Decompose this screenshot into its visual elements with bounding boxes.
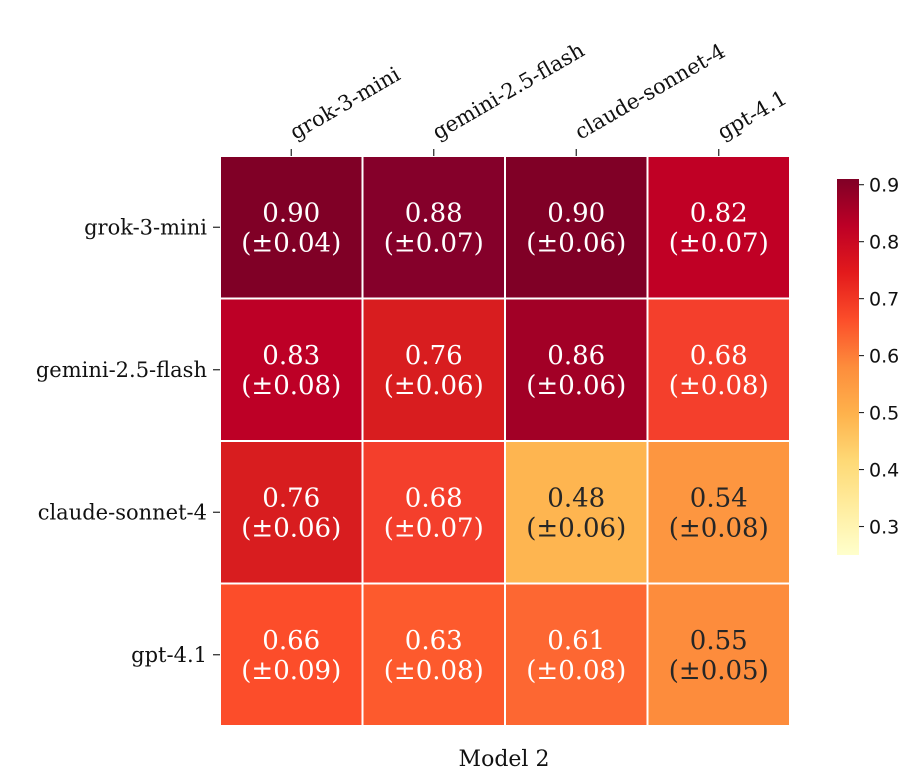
cell-error-label: (±0.07) bbox=[384, 228, 484, 258]
cell-error-label: (±0.08) bbox=[526, 656, 626, 686]
cell-value-label: 0.68 bbox=[690, 341, 748, 371]
y-axis: grok-3-mini gemini-2.5-flash claude-sonnet… bbox=[36, 215, 220, 667]
heatmap-cell bbox=[646, 297, 791, 442]
heatmap-cell bbox=[361, 155, 506, 300]
y-tick-label: claude-sonnet-4 bbox=[38, 500, 207, 524]
cell-error-label: (±0.06) bbox=[384, 371, 484, 401]
x-tick-label: gpt-4.1 bbox=[713, 86, 791, 145]
cell-value-label: 0.90 bbox=[262, 198, 320, 228]
heatmap-cell bbox=[361, 440, 506, 585]
heatmap-cell bbox=[219, 155, 364, 300]
heatmap-cell bbox=[646, 582, 791, 727]
cell-error-label: (±0.08) bbox=[669, 371, 769, 401]
colorbar-tick-label: 0.5 bbox=[869, 403, 899, 425]
cell-error-label: (±0.07) bbox=[669, 228, 769, 258]
cell-error-label: (±0.09) bbox=[241, 656, 341, 686]
colorbar-ticks: 0.3 0.4 0.5 0.6 0.7 0.8 0.9 bbox=[859, 175, 899, 539]
heatmap-cell bbox=[646, 440, 791, 585]
cell-value-label: 0.86 bbox=[547, 341, 605, 371]
cell-error-label: (±0.06) bbox=[526, 371, 626, 401]
cell-value-label: 0.68 bbox=[405, 483, 463, 513]
cell-value-label: 0.76 bbox=[262, 483, 320, 513]
cell-error-label: (±0.06) bbox=[241, 513, 341, 543]
cell-error-label: (±0.06) bbox=[526, 513, 626, 543]
heatmap-cell bbox=[361, 582, 506, 727]
cell-value-label: 0.61 bbox=[547, 626, 605, 656]
cell-value-label: 0.54 bbox=[690, 483, 748, 513]
colorbar-tick-label: 0.8 bbox=[869, 232, 899, 254]
cell-error-label: (±0.07) bbox=[384, 513, 484, 543]
y-tick-label: grok-3-mini bbox=[84, 215, 207, 239]
x-tick-label: gemini-2.5-flash bbox=[428, 38, 588, 144]
cell-value-label: 0.83 bbox=[262, 341, 320, 371]
heatmap-cell-labels: 0.90(±0.04)0.88(±0.07)0.90(±0.06)0.82(±0… bbox=[241, 198, 768, 686]
cell-value-label: 0.63 bbox=[405, 626, 463, 656]
y-tick-label: gpt-4.1 bbox=[131, 643, 207, 667]
x-axis-title: Model 2 bbox=[459, 747, 550, 772]
colorbar-tick-label: 0.9 bbox=[869, 175, 899, 197]
cell-error-label: (±0.08) bbox=[384, 656, 484, 686]
x-tick-label: grok-3-mini bbox=[286, 62, 405, 144]
colorbar-tick-label: 0.7 bbox=[869, 289, 899, 311]
cell-error-label: (±0.04) bbox=[241, 228, 341, 258]
cell-value-label: 0.88 bbox=[405, 198, 463, 228]
y-tick-label: gemini-2.5-flash bbox=[36, 358, 207, 382]
heatmap-cell bbox=[646, 155, 791, 300]
cell-value-label: 0.48 bbox=[547, 483, 605, 513]
cell-value-label: 0.76 bbox=[405, 341, 463, 371]
cell-value-label: 0.90 bbox=[547, 198, 605, 228]
cell-value-label: 0.55 bbox=[690, 626, 748, 656]
colorbar-tick-label: 0.3 bbox=[869, 517, 899, 539]
cell-error-label: (±0.08) bbox=[669, 513, 769, 543]
x-tick-label: claude-sonnet-4 bbox=[571, 39, 730, 144]
cell-value-label: 0.82 bbox=[690, 198, 748, 228]
cell-value-label: 0.66 bbox=[262, 626, 320, 656]
colorbar-gradient bbox=[837, 179, 859, 555]
heatmap-cell bbox=[219, 582, 364, 727]
colorbar: 0.3 0.4 0.5 0.6 0.7 0.8 0.9 bbox=[837, 175, 899, 555]
cell-error-label: (±0.06) bbox=[526, 228, 626, 258]
colorbar-tick-label: 0.4 bbox=[869, 460, 899, 482]
cell-error-label: (±0.08) bbox=[241, 371, 341, 401]
colorbar-tick-label: 0.6 bbox=[869, 346, 899, 368]
heatmap-cells bbox=[219, 155, 791, 727]
heatmap-cell bbox=[361, 297, 506, 442]
cell-error-label: (±0.05) bbox=[669, 656, 769, 686]
x-axis: grok-3-mini gemini-2.5-flashclaude-sonnet… bbox=[286, 38, 791, 156]
